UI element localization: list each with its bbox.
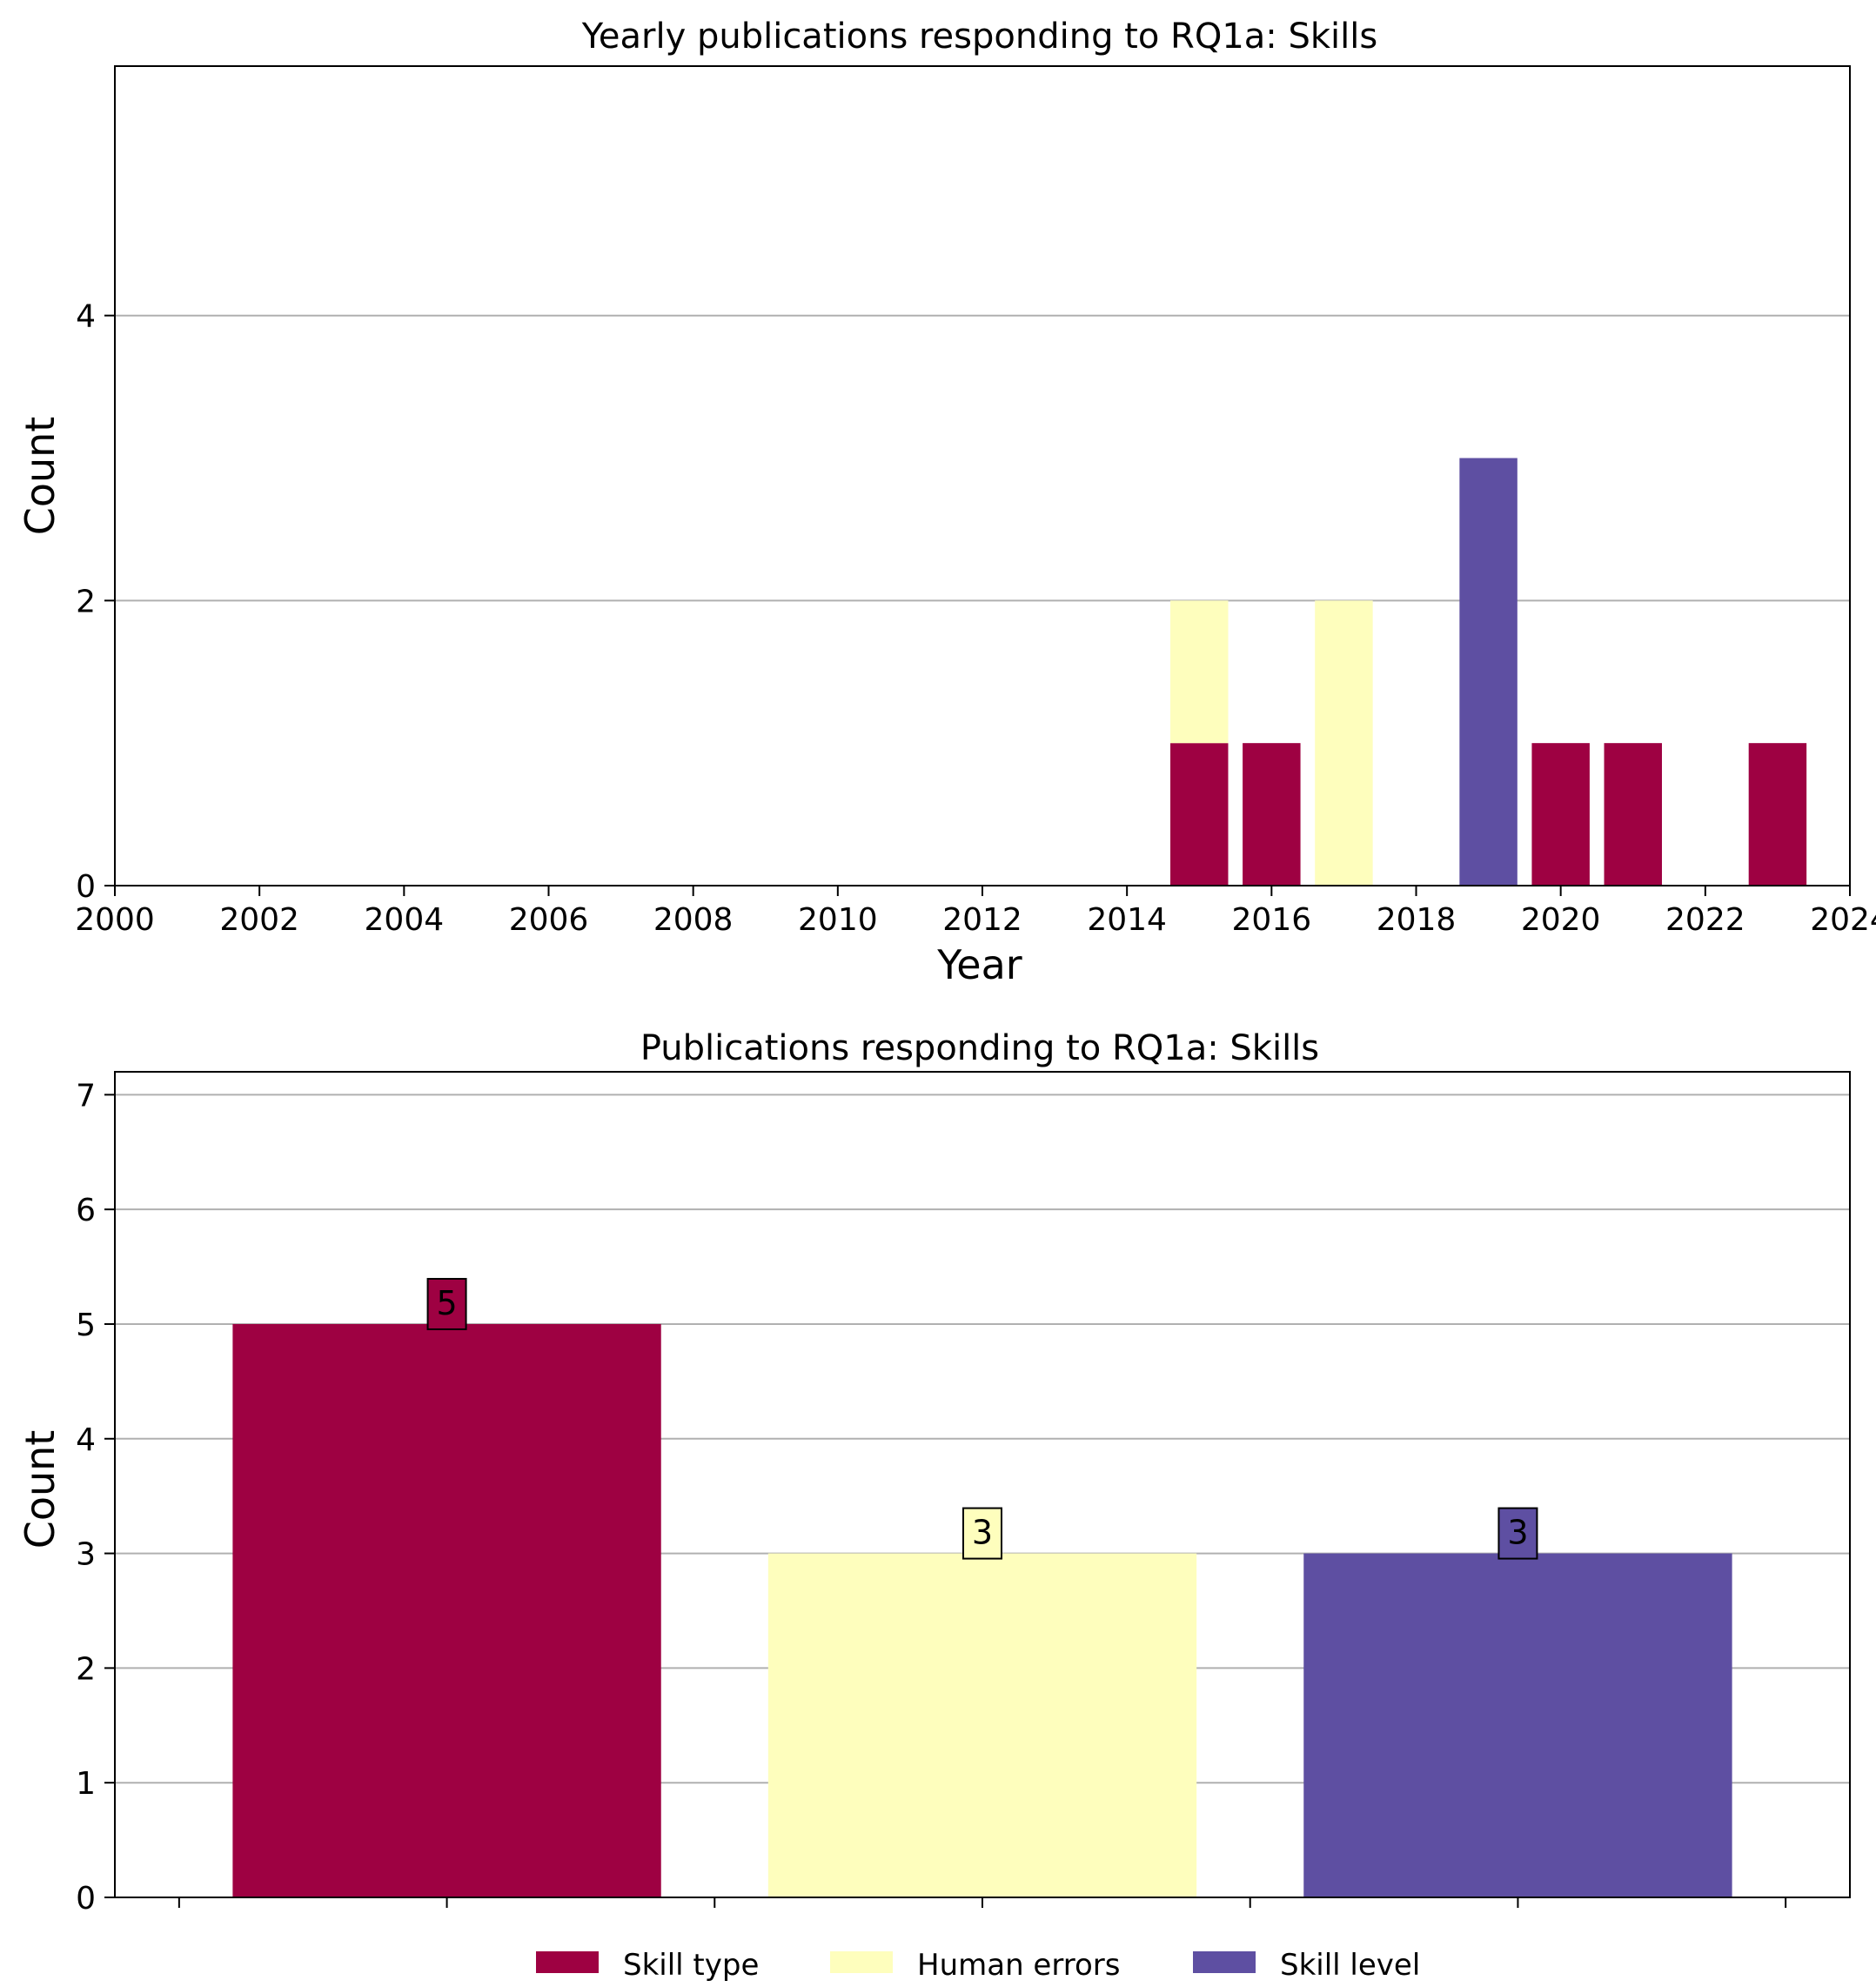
yearly-publications-chart: Yearly publications responding to RQ1a: … xyxy=(17,17,1876,988)
x-tick-label: 2006 xyxy=(509,902,589,938)
bar xyxy=(232,1323,661,1897)
legend: Skill type Human errors Skill level xyxy=(536,1948,1420,1983)
bar xyxy=(1303,1553,1732,1897)
legend-label: Skill level xyxy=(1280,1948,1420,1983)
bar-segment xyxy=(1748,743,1807,886)
x-tick-label: 2024 xyxy=(1810,902,1876,938)
y-tick-label: 0 xyxy=(76,1881,96,1917)
x-axis-label: Year xyxy=(936,941,1022,988)
x-tick-label: 2016 xyxy=(1232,902,1312,938)
x-tick-label: 2004 xyxy=(365,902,445,938)
legend-swatch xyxy=(830,1951,893,1973)
data-label-box xyxy=(1497,1507,1538,1560)
data-label: 3 xyxy=(1507,1514,1528,1552)
x-tick-label: 2014 xyxy=(1087,902,1167,938)
total-publications-chart: Publications responding to RQ1a: Skills … xyxy=(17,1028,1851,1917)
legend-label: Human errors xyxy=(917,1948,1120,1983)
y-tick-label: 3 xyxy=(76,1537,96,1573)
x-tick-label: 2020 xyxy=(1521,902,1601,938)
y-axis-label: Count xyxy=(17,417,64,536)
y-tick-label: 1 xyxy=(76,1766,96,1802)
x-tick-label: 2008 xyxy=(653,902,734,938)
bar xyxy=(767,1553,1197,1897)
bar-segment xyxy=(1459,458,1518,886)
legend-swatch xyxy=(1193,1951,1256,1973)
chart-title: Yearly publications responding to RQ1a: … xyxy=(581,17,1377,57)
bar-segment xyxy=(1170,600,1229,744)
data-label-box xyxy=(962,1507,1002,1560)
bar-segment xyxy=(1531,743,1590,886)
x-tick-label: 2002 xyxy=(219,902,299,938)
y-tick-label: 0 xyxy=(76,869,96,905)
data-label: 3 xyxy=(972,1514,993,1552)
bar-segment xyxy=(1243,743,1301,886)
y-tick-label: 2 xyxy=(76,1651,96,1687)
bar-segment xyxy=(1170,743,1229,886)
y-tick-label: 7 xyxy=(76,1078,96,1114)
legend-label: Skill type xyxy=(623,1948,759,1983)
x-tick-label: 2000 xyxy=(75,902,155,938)
y-tick-label: 2 xyxy=(76,584,96,619)
y-tick-label: 5 xyxy=(76,1308,96,1343)
x-tick-label: 2018 xyxy=(1377,902,1457,938)
y-tick-label: 4 xyxy=(76,1422,96,1458)
legend-swatch xyxy=(536,1951,599,1973)
bar-segment xyxy=(1315,600,1373,886)
x-tick-label: 2012 xyxy=(942,902,1022,938)
data-label-box xyxy=(426,1277,467,1330)
bar-segment xyxy=(1604,743,1662,886)
data-label: 5 xyxy=(436,1284,457,1322)
y-tick-label: 6 xyxy=(76,1193,96,1228)
x-tick-label: 2010 xyxy=(798,902,878,938)
y-axis-label: Count xyxy=(17,1430,64,1549)
y-tick-label: 4 xyxy=(76,299,96,335)
x-tick-label: 2022 xyxy=(1665,902,1745,938)
chart-title: Publications responding to RQ1a: Skills xyxy=(640,1028,1319,1068)
